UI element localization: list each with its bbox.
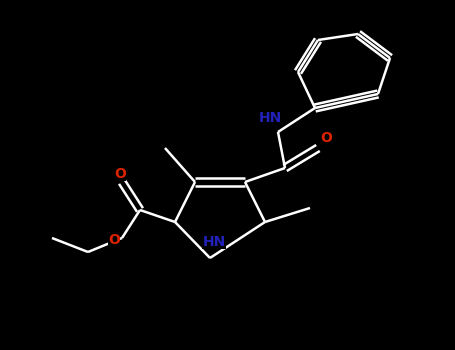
Text: HN: HN [202,235,226,249]
Text: O: O [114,167,126,181]
Text: O: O [108,233,120,247]
Text: O: O [320,131,332,145]
Text: HN: HN [258,111,282,125]
